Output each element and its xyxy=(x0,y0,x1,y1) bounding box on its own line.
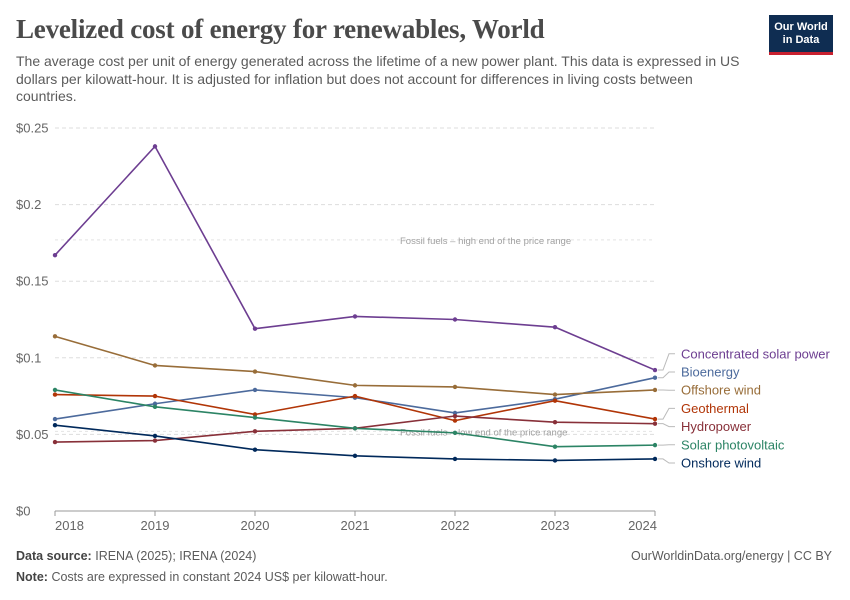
data-point xyxy=(552,324,558,330)
note-text: Costs are expressed in constant 2024 US$… xyxy=(51,570,388,584)
legend-label: Onshore wind xyxy=(681,456,761,471)
data-point xyxy=(52,416,58,422)
data-point xyxy=(52,387,58,393)
reference-line-label: Fossil fuels – high end of the price ran… xyxy=(400,236,571,247)
data-point xyxy=(652,442,658,448)
data-point xyxy=(52,423,58,428)
y-tick-label: $0.05 xyxy=(16,427,49,442)
series-layer xyxy=(52,144,658,463)
reference-lines-layer: Fossil fuels – high end of the price ran… xyxy=(55,236,655,438)
data-point xyxy=(152,144,158,149)
y-tick-label: $0 xyxy=(16,504,30,519)
data-point xyxy=(352,393,358,399)
x-tick-label: 2021 xyxy=(341,518,370,533)
data-point xyxy=(352,314,358,319)
data-point xyxy=(652,367,658,373)
legend-connector xyxy=(658,371,675,379)
x-tick-label: 2018 xyxy=(55,518,84,533)
legend-label: Offshore wind xyxy=(681,383,761,398)
legend-layer: Concentrated solar power Bioenergy Offshor… xyxy=(658,346,831,471)
data-point xyxy=(652,375,658,380)
legend-connector xyxy=(658,353,675,371)
axis-layer: $0 $0.05 $0.1 $0.15 $0.2 $0.25 2018 2019 2020 202… xyxy=(16,121,657,534)
data-point xyxy=(152,363,158,368)
data-point xyxy=(52,439,58,445)
data-source: Data source: IRENA (2025); IRENA (2024) xyxy=(16,549,256,563)
data-point xyxy=(552,392,558,397)
y-tick-label: $0.25 xyxy=(16,121,49,136)
data-point xyxy=(52,392,58,397)
chart-note: Note: Costs are expressed in constant 20… xyxy=(16,570,388,584)
data-point xyxy=(652,416,658,422)
data-point xyxy=(452,430,458,436)
x-tick-label: 2023 xyxy=(541,518,570,533)
y-tick-label: $0.1 xyxy=(16,350,41,365)
y-tick-label: $0.15 xyxy=(16,274,49,289)
data-point xyxy=(552,419,558,425)
data-point xyxy=(452,418,458,423)
data-point xyxy=(152,401,158,406)
legend-connector xyxy=(658,458,675,464)
series-line xyxy=(54,145,656,371)
data-point xyxy=(352,453,358,459)
data-point xyxy=(252,415,258,420)
data-point xyxy=(252,369,258,374)
legend-label: Concentrated solar power xyxy=(681,346,831,361)
data-point xyxy=(552,444,558,449)
note-label: Note: xyxy=(16,570,48,584)
legend-connector xyxy=(658,407,675,420)
data-point xyxy=(252,429,258,434)
data-point xyxy=(452,317,458,322)
data-point xyxy=(552,458,558,463)
data-point xyxy=(52,334,58,339)
legend-label: Geothermal xyxy=(681,401,749,416)
data-point xyxy=(52,252,58,258)
data-point xyxy=(252,387,258,393)
x-tick-label: 2019 xyxy=(141,518,170,533)
data-point xyxy=(452,410,458,416)
data-point xyxy=(452,413,458,419)
credit-link[interactable]: OurWorldinData.org/energy | CC BY xyxy=(630,549,832,563)
line-chart: Fossil fuels – high end of the price ran… xyxy=(16,121,831,534)
data-point xyxy=(352,383,358,388)
y-tick-label: $0.2 xyxy=(16,197,41,212)
data-point xyxy=(152,393,158,399)
logo-line-1: Our World xyxy=(774,20,828,33)
legend-connector xyxy=(658,423,675,428)
source-label: Data source: xyxy=(16,549,92,563)
source-text[interactable]: IRENA (2025); IRENA (2024) xyxy=(95,549,257,563)
data-point xyxy=(252,447,258,452)
chart-subtitle: The average cost per unit of energy gene… xyxy=(16,53,740,104)
x-tick-label: 2024 xyxy=(628,518,657,533)
data-point xyxy=(652,456,658,462)
grid-layer xyxy=(55,127,655,435)
data-point xyxy=(152,433,158,439)
legend-label: Bioenergy xyxy=(681,365,740,380)
x-tick-label: 2022 xyxy=(441,518,470,533)
legend-label: Hydropower xyxy=(681,419,752,434)
data-point xyxy=(452,456,458,462)
owid-logo[interactable]: Our World in Data xyxy=(769,15,833,55)
reference-line-label: Fossil fuels – low end of the price rang… xyxy=(400,427,567,438)
chart-title: Levelized cost of energy for renewables,… xyxy=(16,14,545,44)
data-point xyxy=(552,398,558,403)
data-point xyxy=(652,421,658,426)
data-point xyxy=(152,404,158,410)
x-tick-label: 2020 xyxy=(241,518,270,533)
data-point xyxy=(152,438,158,443)
data-point xyxy=(352,426,358,431)
data-point xyxy=(252,412,258,417)
logo-line-2: in Data xyxy=(782,33,820,46)
data-point xyxy=(652,387,658,393)
legend-label: Solar photovoltaic xyxy=(681,437,785,452)
data-point xyxy=(252,326,258,331)
data-point xyxy=(452,384,458,390)
